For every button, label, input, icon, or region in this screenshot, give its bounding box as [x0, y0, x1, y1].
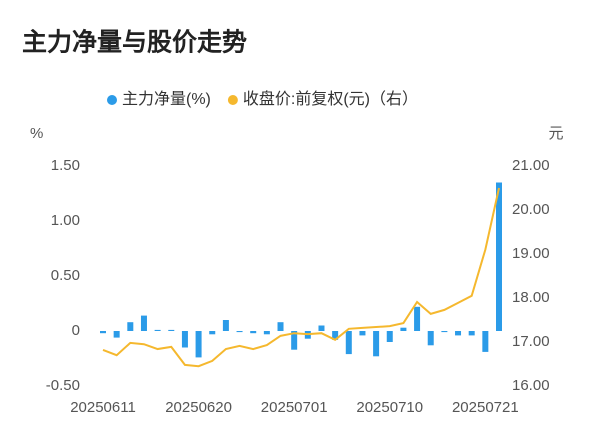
legend-label: 主力净量(%) — [122, 90, 211, 108]
bar — [263, 331, 270, 335]
bar — [427, 331, 434, 346]
bar — [414, 306, 421, 331]
legend-marker — [107, 95, 117, 105]
bar — [100, 331, 106, 334]
x-tick-label: 20250710 — [356, 399, 423, 416]
bar — [181, 331, 188, 348]
y-tick-label: 1.00 — [51, 212, 80, 229]
bar — [236, 331, 243, 333]
y2-tick-label: 21.00 — [512, 157, 550, 174]
y2-tick-label: 17.00 — [512, 333, 550, 350]
bar — [222, 320, 229, 331]
y-tick-label: -0.50 — [46, 377, 80, 394]
bar — [209, 331, 216, 335]
bar — [127, 322, 134, 331]
bar — [400, 327, 407, 331]
bar — [468, 331, 475, 336]
bar — [441, 331, 448, 333]
bar — [154, 329, 161, 331]
price-line — [102, 187, 500, 368]
bar — [277, 322, 284, 331]
bar — [373, 331, 380, 357]
y-tick-label: 0 — [72, 322, 80, 339]
bar — [168, 329, 175, 331]
legend-label: 收盘价:前复权(元)（右） — [243, 89, 418, 108]
bar — [455, 331, 462, 336]
bar — [332, 331, 339, 340]
y2-tick-label: 18.00 — [512, 289, 550, 306]
bar — [291, 331, 298, 350]
x-tick-label: 20250721 — [452, 399, 519, 416]
x-tick-label: 20250620 — [165, 399, 232, 416]
y-tick-label: 0.50 — [51, 267, 80, 284]
y2-tick-label: 20.00 — [512, 201, 550, 218]
legend-marker — [227, 95, 238, 105]
bar — [140, 315, 147, 331]
bar — [250, 331, 257, 334]
x-tick-label: 20250611 — [70, 399, 136, 416]
bar — [113, 331, 120, 338]
y2-unit: 元 — [548, 125, 563, 142]
bar — [345, 331, 352, 355]
bar — [386, 331, 393, 342]
bar — [496, 182, 502, 331]
bar — [318, 325, 325, 331]
bar — [359, 331, 366, 336]
y2-tick-label: 19.00 — [512, 245, 550, 262]
bar — [482, 331, 489, 352]
y2-tick-label: 16.00 — [512, 377, 550, 394]
y-unit: % — [30, 125, 43, 142]
chart-title: 主力净量与股价走势 — [22, 28, 247, 57]
bar — [195, 331, 202, 358]
y-tick-label: 1.50 — [51, 157, 80, 174]
x-tick-label: 20250701 — [261, 399, 328, 416]
